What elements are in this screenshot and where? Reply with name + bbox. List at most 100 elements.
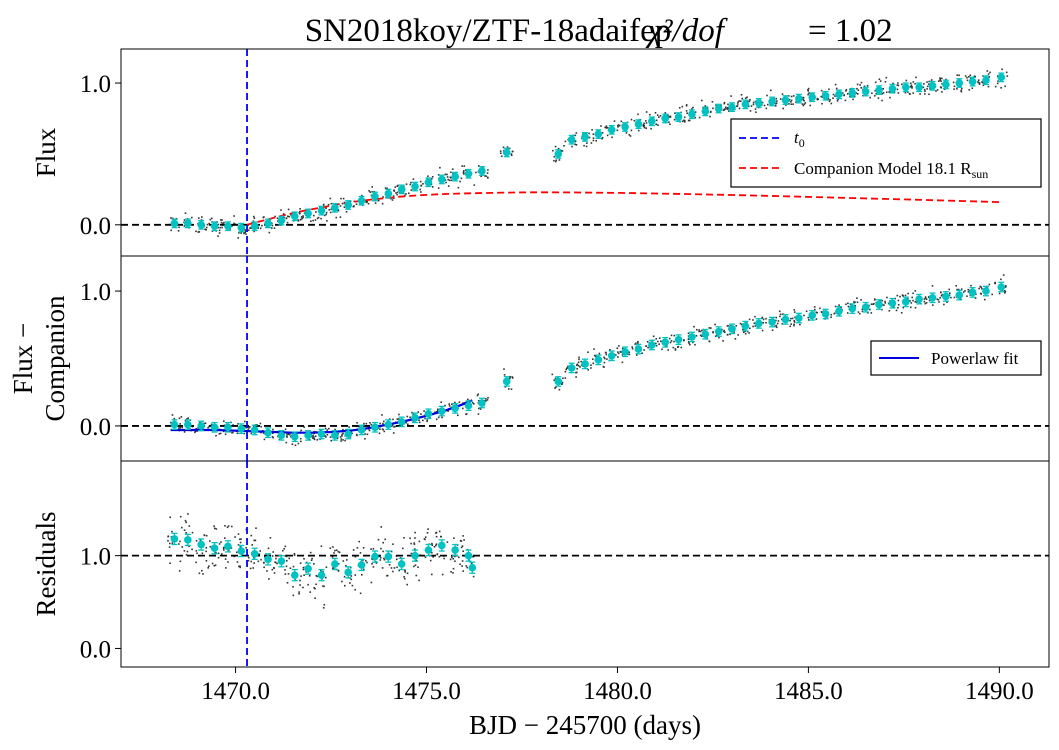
raw-point [187,513,189,515]
raw-point [470,562,473,565]
raw-point [386,187,388,190]
raw-point [397,184,399,187]
raw-point [557,147,560,150]
raw-point [392,570,394,573]
raw-point [219,226,221,229]
raw-point [272,436,274,439]
raw-point [564,377,567,379]
raw-point [807,93,809,96]
raw-point [576,368,578,370]
raw-point [221,219,223,221]
raw-point [248,427,250,429]
raw-point [718,336,720,339]
binned-point [594,356,603,364]
raw-point [418,419,420,422]
raw-point [631,346,633,348]
binned-point [848,89,857,97]
raw-point [320,545,323,547]
raw-point [739,322,742,325]
raw-point [250,560,253,563]
raw-point [403,537,405,539]
raw-point [909,82,912,85]
raw-point [314,597,316,599]
raw-point [215,434,217,437]
raw-point [196,552,198,555]
raw-point [354,588,356,591]
raw-point [332,567,334,569]
raw-point [392,432,395,434]
raw-point [476,394,479,397]
binned-point [701,330,710,339]
raw-point [263,562,265,564]
raw-point [171,542,174,544]
raw-point [485,400,487,402]
raw-point [603,356,605,359]
raw-point [817,98,819,101]
raw-point [869,96,871,99]
binned-point [237,547,246,555]
raw-point [725,106,727,109]
raw-point [320,569,322,572]
raw-point [577,361,580,364]
raw-point [775,324,778,327]
raw-point [382,422,384,425]
raw-point [583,144,585,147]
raw-point [324,435,326,437]
raw-point [792,95,795,97]
raw-point [593,348,595,350]
raw-point [369,191,372,193]
raw-point [896,294,899,297]
raw-point [274,561,276,563]
raw-point [578,358,580,361]
raw-point [813,306,816,308]
raw-point [554,387,556,389]
raw-point [271,224,274,227]
raw-point [643,349,645,351]
raw-point [645,120,647,122]
raw-point [410,189,413,191]
binned-point [277,431,286,440]
raw-point [432,186,434,188]
raw-point [981,287,983,290]
raw-point [325,211,328,214]
raw-point [958,74,960,77]
raw-point [478,165,480,167]
raw-point [384,538,386,541]
raw-point [827,97,830,100]
raw-point [816,97,819,100]
binned-point [875,86,883,94]
raw-point [749,110,752,112]
binned-point [674,335,683,344]
y-tick-label: 0.0 [80,213,111,240]
raw-point [205,560,208,562]
raw-point [287,573,290,575]
raw-point [185,521,187,524]
raw-point [326,429,328,431]
raw-point [748,100,751,103]
raw-point [457,414,459,417]
raw-point [735,325,737,327]
raw-point [664,112,667,114]
binned-point [424,409,433,418]
raw-point [315,583,317,586]
raw-point [1000,87,1002,89]
y-tick-label: 1.0 [80,279,111,306]
binned-point [424,178,433,187]
raw-point [472,575,475,578]
raw-point [911,87,913,89]
raw-point [311,435,313,438]
raw-point [836,100,839,102]
raw-point [688,119,691,122]
raw-point [274,215,276,218]
binned-point [451,404,459,413]
raw-point [334,428,336,431]
raw-point [590,364,592,366]
raw-point [249,227,251,229]
raw-point [808,319,810,321]
raw-point [292,586,294,588]
binned-point [634,345,643,353]
raw-point [398,569,400,572]
raw-point [303,426,305,428]
raw-point [846,93,849,95]
raw-point [974,297,977,299]
